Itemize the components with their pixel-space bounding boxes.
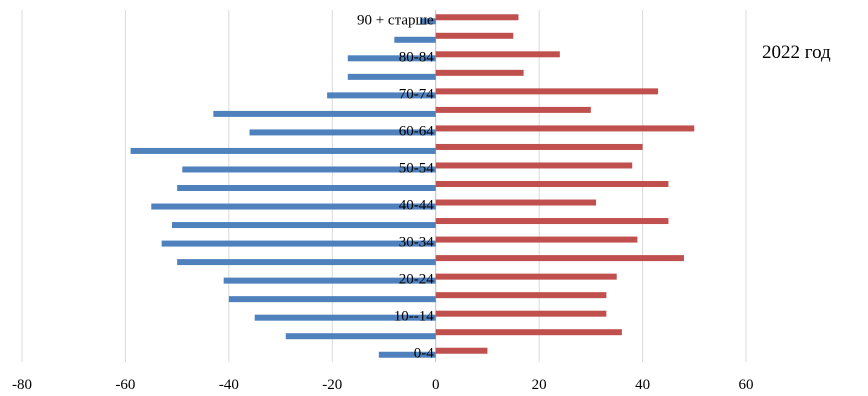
category-label-10: 50-54	[399, 160, 434, 176]
bar-series1-10	[435, 162, 633, 169]
bar-series1-6	[435, 236, 638, 243]
bar-series1-4	[435, 273, 617, 280]
x-tick-3: -20	[322, 377, 342, 393]
bar-series1-17	[435, 32, 514, 39]
x-tick-1: -60	[115, 377, 135, 393]
bar-series0-18	[420, 18, 436, 25]
bar-series0-15	[347, 73, 436, 80]
category-label-18: 90 + старше	[357, 12, 434, 28]
bar-series1-8	[435, 199, 597, 206]
x-tick-4: 0	[432, 377, 440, 393]
bar-series1-3	[435, 292, 607, 299]
x-tick-labels: -80 -60 -40 -20 0 20 40 60	[12, 377, 754, 393]
bar-series0-13	[213, 110, 436, 117]
category-label-14: 70-74	[399, 86, 434, 102]
bar-series0-11	[130, 147, 436, 154]
x-tick-2: -40	[219, 377, 239, 393]
bar-series1-15	[435, 69, 524, 76]
bar-series0-14	[327, 92, 436, 99]
category-label-12: 60-64	[399, 123, 434, 139]
category-label-2: 10--14	[394, 309, 434, 325]
bar-series0-8	[151, 203, 436, 210]
bars	[130, 14, 695, 358]
x-tick-7: 60	[739, 377, 754, 393]
category-labels: 0-4 10--14 20-24 30-34 40-44 50-54 60-64 70-74 8…	[357, 12, 434, 361]
bar-series1-18	[435, 14, 519, 21]
bar-series0-1	[285, 333, 436, 340]
x-tick-5: 20	[532, 377, 547, 393]
category-label-0: 0-4	[414, 346, 434, 362]
bar-series0-17	[394, 36, 436, 43]
bar-series1-5	[435, 255, 684, 262]
bar-series1-14	[435, 88, 659, 95]
bar-series0-7	[171, 222, 436, 229]
bar-series0-5	[177, 259, 436, 266]
bar-series0-0	[378, 351, 436, 358]
bar-series0-9	[177, 185, 436, 191]
category-label-4: 20-24	[399, 272, 434, 288]
x-tick-6: 40	[635, 377, 650, 393]
x-tick-0: -80	[12, 377, 32, 393]
bar-series0-16	[347, 55, 436, 62]
bar-series1-7	[435, 218, 669, 225]
category-label-6: 30-34	[399, 235, 434, 251]
category-label-16: 80-84	[399, 49, 434, 65]
bar-series0-3	[228, 296, 436, 303]
bar-series1-9	[435, 181, 669, 187]
bar-series1-11	[435, 143, 643, 150]
category-label-8: 40-44	[399, 198, 434, 214]
bar-series0-12	[249, 129, 436, 136]
bar-series0-6	[161, 240, 436, 247]
bar-series0-4	[223, 277, 436, 284]
bar-series1-0	[435, 347, 488, 354]
bar-series1-13	[435, 106, 591, 113]
bar-series1-12	[435, 125, 695, 132]
bar-series0-2	[254, 314, 436, 321]
bar-series1-1	[435, 329, 622, 336]
year-annotation: 2022 год	[762, 42, 831, 63]
bar-series0-10	[182, 166, 436, 173]
bar-series1-16	[435, 51, 560, 58]
bar-series1-2	[435, 310, 607, 317]
